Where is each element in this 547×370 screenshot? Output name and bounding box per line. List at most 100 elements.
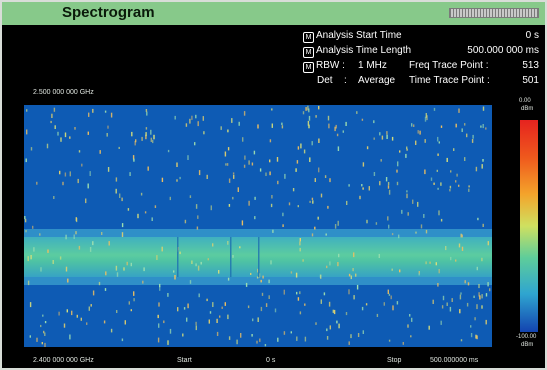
noise-speckle: [260, 279, 262, 283]
noise-speckle: [183, 307, 186, 310]
noise-speckle: [64, 172, 67, 177]
noise-speckle: [92, 108, 94, 113]
noise-speckle: [461, 234, 463, 238]
analysis-start-label: Analysis Start Time: [316, 30, 402, 41]
noise-speckle: [425, 261, 427, 265]
noise-speckle: [476, 266, 478, 271]
noise-speckle: [451, 298, 453, 302]
noise-speckle: [362, 162, 365, 167]
noise-speckle: [299, 291, 301, 295]
analysis-length-value: 500.000 000 ms: [467, 45, 539, 56]
noise-speckle: [350, 275, 352, 280]
noise-speckle: [355, 273, 357, 277]
noise-speckle: [485, 293, 488, 297]
noise-speckle: [250, 272, 252, 275]
noise-speckle: [128, 301, 130, 305]
noise-speckle: [311, 233, 314, 237]
noise-speckle: [135, 139, 137, 143]
noise-speckle: [410, 335, 412, 338]
noise-speckle: [460, 292, 462, 295]
noise-speckle: [290, 331, 292, 334]
noise-speckle: [197, 265, 200, 271]
noise-speckle: [315, 115, 317, 118]
noise-speckle: [44, 321, 47, 324]
noise-speckle: [302, 259, 304, 262]
noise-speckle: [25, 230, 27, 233]
noise-speckle: [195, 263, 197, 267]
noise-speckle: [485, 319, 487, 325]
noise-speckle: [252, 318, 254, 322]
noise-speckle: [387, 289, 389, 294]
noise-speckle: [485, 127, 487, 130]
noise-speckle: [411, 317, 413, 322]
noise-speckle: [304, 336, 307, 342]
noise-speckle: [87, 183, 89, 189]
noise-speckle: [466, 302, 469, 307]
noise-speckle: [242, 137, 244, 142]
noise-speckle: [239, 246, 241, 249]
noise-speckle: [297, 205, 299, 208]
noise-speckle: [106, 133, 108, 137]
noise-speckle: [161, 177, 164, 182]
noise-speckle: [210, 205, 212, 211]
noise-speckle: [455, 259, 457, 262]
time-stop-value: 500.000000 ms: [430, 357, 479, 364]
noise-speckle: [243, 164, 246, 168]
noise-speckle: [89, 171, 91, 176]
noise-speckle: [228, 204, 231, 207]
rbw-row: M RBW :: [303, 60, 345, 73]
noise-speckle: [308, 115, 311, 121]
noise-speckle: [375, 222, 378, 225]
noise-speckle: [147, 166, 149, 171]
noise-speckle: [64, 132, 67, 138]
noise-speckle: [326, 265, 328, 269]
noise-speckle: [318, 138, 320, 143]
noise-speckle: [244, 155, 246, 160]
noise-speckle: [277, 180, 279, 185]
noise-speckle: [391, 233, 394, 236]
noise-speckle: [440, 182, 442, 186]
noise-speckle: [224, 302, 226, 306]
noise-speckle: [353, 295, 355, 300]
noise-speckle: [468, 188, 470, 192]
time-start-label: Start: [177, 357, 192, 364]
noise-speckle: [420, 224, 423, 229]
noise-speckle: [297, 146, 300, 150]
noise-speckle: [386, 131, 388, 135]
noise-speckle: [357, 333, 360, 337]
noise-speckle: [161, 246, 163, 252]
noise-speckle: [89, 247, 92, 252]
noise-speckle: [241, 220, 244, 226]
noise-speckle: [261, 292, 264, 296]
noise-speckle: [318, 167, 320, 173]
noise-speckle: [116, 310, 118, 313]
noise-speckle: [481, 305, 483, 309]
noise-speckle: [366, 219, 368, 224]
noise-speckle: [479, 295, 481, 300]
noise-speckle: [251, 334, 253, 337]
noise-speckle: [336, 320, 338, 324]
noise-speckle: [46, 143, 49, 149]
noise-speckle: [67, 278, 69, 283]
noise-speckle: [26, 109, 28, 112]
band-streak: [258, 237, 260, 277]
noise-speckle: [206, 174, 208, 179]
noise-speckle: [338, 253, 340, 258]
noise-speckle: [176, 162, 178, 167]
noise-speckle: [69, 334, 71, 340]
spectrogram-plot: [24, 105, 492, 347]
noise-speckle: [159, 283, 161, 288]
noise-speckle: [336, 133, 339, 137]
noise-speckle: [455, 123, 457, 128]
noise-speckle: [356, 111, 358, 114]
noise-speckle: [417, 201, 419, 207]
noise-speckle: [269, 159, 271, 163]
noise-speckle: [218, 270, 220, 274]
noise-speckle: [173, 270, 175, 273]
noise-speckle: [415, 231, 417, 234]
noise-speckle: [388, 189, 391, 195]
noise-speckle: [174, 115, 176, 120]
noise-speckle: [460, 339, 463, 342]
noise-speckle: [184, 219, 187, 224]
noise-speckle: [27, 256, 29, 262]
